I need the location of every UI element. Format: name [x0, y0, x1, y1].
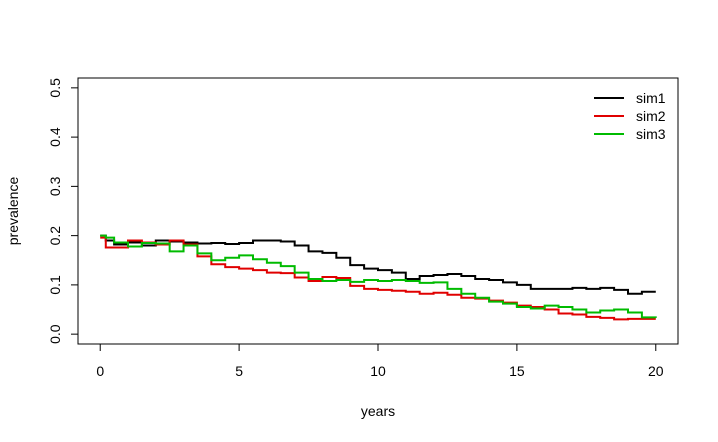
x-tick-label: 15 — [509, 363, 525, 379]
y-tick-label: 0.5 — [47, 78, 63, 98]
y-tick-label: 0.0 — [47, 324, 63, 344]
y-tick-label: 0.4 — [47, 127, 63, 147]
y-tick-label: 0.3 — [47, 176, 63, 196]
x-axis: 0 5 10 15 20 — [96, 343, 664, 379]
x-axis-label: years — [361, 403, 395, 419]
series-layer — [100, 234, 657, 321]
legend-label-sim1: sim1 — [636, 90, 666, 106]
x-tick-label: 20 — [648, 363, 664, 379]
y-tick-label: 0.1 — [47, 275, 63, 295]
legend-label-sim3: sim3 — [636, 126, 666, 142]
y-tick-label: 0.2 — [47, 226, 63, 246]
legend: sim1 sim2 sim3 — [594, 90, 666, 142]
x-tick-label: 0 — [96, 363, 104, 379]
y-axis: 0.0 0.1 0.2 0.3 0.4 0.5 — [47, 78, 79, 344]
legend-label-sim2: sim2 — [636, 108, 666, 124]
series-line-sim3 — [100, 234, 657, 319]
x-tick-label: 5 — [235, 363, 243, 379]
y-axis-label: prevalence — [5, 177, 21, 246]
x-tick-label: 10 — [370, 363, 386, 379]
